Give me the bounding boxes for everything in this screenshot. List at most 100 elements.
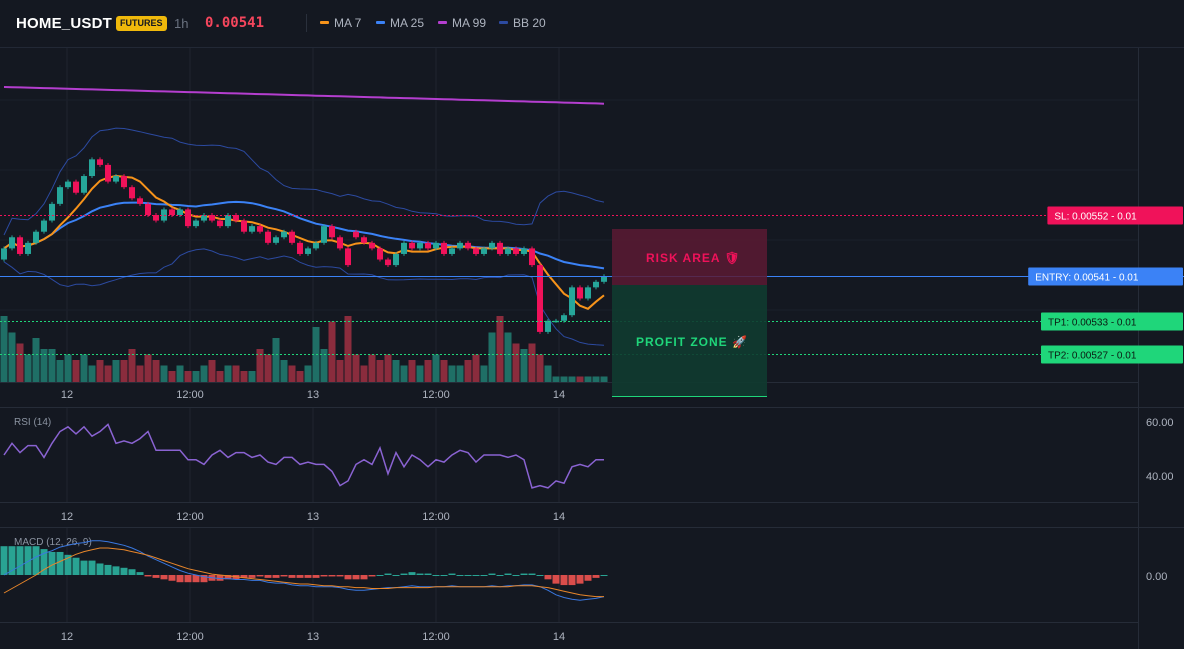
candle-body <box>137 198 143 204</box>
candle-body <box>337 237 343 249</box>
macd-histogram-bar <box>544 575 552 580</box>
volume-bar <box>560 376 568 382</box>
legend-ma99[interactable]: MA 99 <box>438 16 486 30</box>
macd-histogram-bar <box>328 575 336 577</box>
volume-bar <box>424 360 432 382</box>
level-tag <box>1041 345 1183 364</box>
volume-bar <box>144 354 152 382</box>
macd-histogram-bar <box>304 575 312 578</box>
candles <box>1 157 607 334</box>
volume-bar <box>408 360 416 382</box>
legend-ma7-label: MA 7 <box>334 16 362 30</box>
legend-ma25[interactable]: MA 25 <box>376 16 424 30</box>
macd-histogram-bar <box>8 546 16 575</box>
volume-bar <box>112 360 120 382</box>
macd-histogram-bar <box>56 551 64 575</box>
symbol-label[interactable]: HOME_USDT <box>16 15 112 32</box>
time-tick: 14 <box>553 511 565 523</box>
candle-body <box>249 226 255 232</box>
candle-body <box>569 287 575 316</box>
volume-bar <box>8 332 16 382</box>
volume-bar <box>520 349 528 382</box>
candle-body <box>457 242 463 249</box>
candle-body <box>265 231 271 243</box>
macd-histogram-bar <box>112 566 120 575</box>
candle-body <box>329 226 335 238</box>
candle-body <box>417 242 423 249</box>
macd-histogram-bar <box>360 575 368 580</box>
candle-body <box>313 242 319 249</box>
legend-ma7[interactable]: MA 7 <box>320 16 361 30</box>
macd-histogram-bar <box>64 554 72 575</box>
candle-body <box>393 253 399 266</box>
candle-body <box>465 242 471 249</box>
macd-histogram-bar <box>576 575 584 584</box>
candle-body <box>89 159 95 177</box>
macd-histogram-bar <box>376 575 384 576</box>
volume-bar <box>56 360 64 382</box>
volume-bar <box>416 365 424 382</box>
macd-histogram-bar <box>200 575 208 583</box>
candle-body <box>449 248 455 254</box>
candle-body <box>305 248 311 254</box>
bb-lower-line <box>3 248 605 346</box>
candle-body <box>425 242 431 249</box>
macd-histogram-bar <box>552 575 560 584</box>
volume-bar <box>360 365 368 382</box>
volume-bar <box>584 376 592 382</box>
candle-body <box>81 176 87 193</box>
candle-body <box>17 237 23 254</box>
macd-histogram-bar <box>408 572 416 575</box>
candle-body <box>49 203 55 221</box>
macd-histogram-bar <box>280 575 288 577</box>
macd-histogram-bar <box>0 546 8 575</box>
macd-histogram-bar <box>344 575 352 580</box>
time-tick: 14 <box>553 631 565 643</box>
macd-histogram-bar <box>600 575 608 576</box>
rsi-tick-40: 40.00 <box>1146 471 1174 483</box>
level-tag-text: ENTRY: 0.00541 - 0.01 <box>1035 273 1139 284</box>
volume-bar <box>96 360 104 382</box>
macd-histogram-bar <box>464 575 472 576</box>
volume-bar <box>592 376 600 382</box>
volume-bar <box>0 316 8 382</box>
volume-bar <box>456 365 464 382</box>
ma99-swatch <box>438 21 447 25</box>
candle-body <box>65 181 71 188</box>
candle-body <box>217 220 223 227</box>
candle-body <box>273 237 279 243</box>
legend-bb20[interactable]: BB 20 <box>499 16 546 30</box>
macd-histogram-bar <box>440 575 448 576</box>
volume-bar <box>256 349 264 382</box>
time-tick: 12:00 <box>422 389 450 401</box>
macd-histogram-bar <box>392 575 400 576</box>
macd-histogram-bar <box>16 546 24 575</box>
ma25-line <box>3 200 605 270</box>
volume-bar <box>176 365 184 382</box>
trade-zones: RISK AREA 🛡 PROFIT ZONE 🚀 <box>612 229 767 397</box>
macd-histogram-bar <box>536 575 544 576</box>
bb20-swatch <box>499 21 508 25</box>
level-tags: SL: 0.00552 - 0.01 ENTRY: 0.00541 - 0.01 T… <box>1028 206 1183 364</box>
volume-bar <box>184 371 192 382</box>
volume-bar <box>536 354 544 382</box>
volume-bar <box>352 354 360 382</box>
candle-body <box>57 187 63 204</box>
candle-body <box>361 237 367 243</box>
macd-histogram-bar <box>48 551 56 575</box>
candle-body <box>321 226 327 243</box>
volume-bar <box>280 360 288 382</box>
volume-bar <box>512 343 520 382</box>
macd-histogram-bar <box>472 575 480 576</box>
candle-body <box>225 215 231 227</box>
candle-body <box>561 315 567 321</box>
macd-histogram-bar <box>384 573 392 575</box>
time-tick: 12:00 <box>422 631 450 643</box>
volume-bar <box>552 376 560 382</box>
indicator-lines <box>3 86 605 346</box>
macd-histogram-bar <box>496 575 504 576</box>
rsi-line <box>3 423 604 489</box>
timeframe-label[interactable]: 1h <box>174 16 189 31</box>
macd-histogram-bar <box>32 546 40 575</box>
